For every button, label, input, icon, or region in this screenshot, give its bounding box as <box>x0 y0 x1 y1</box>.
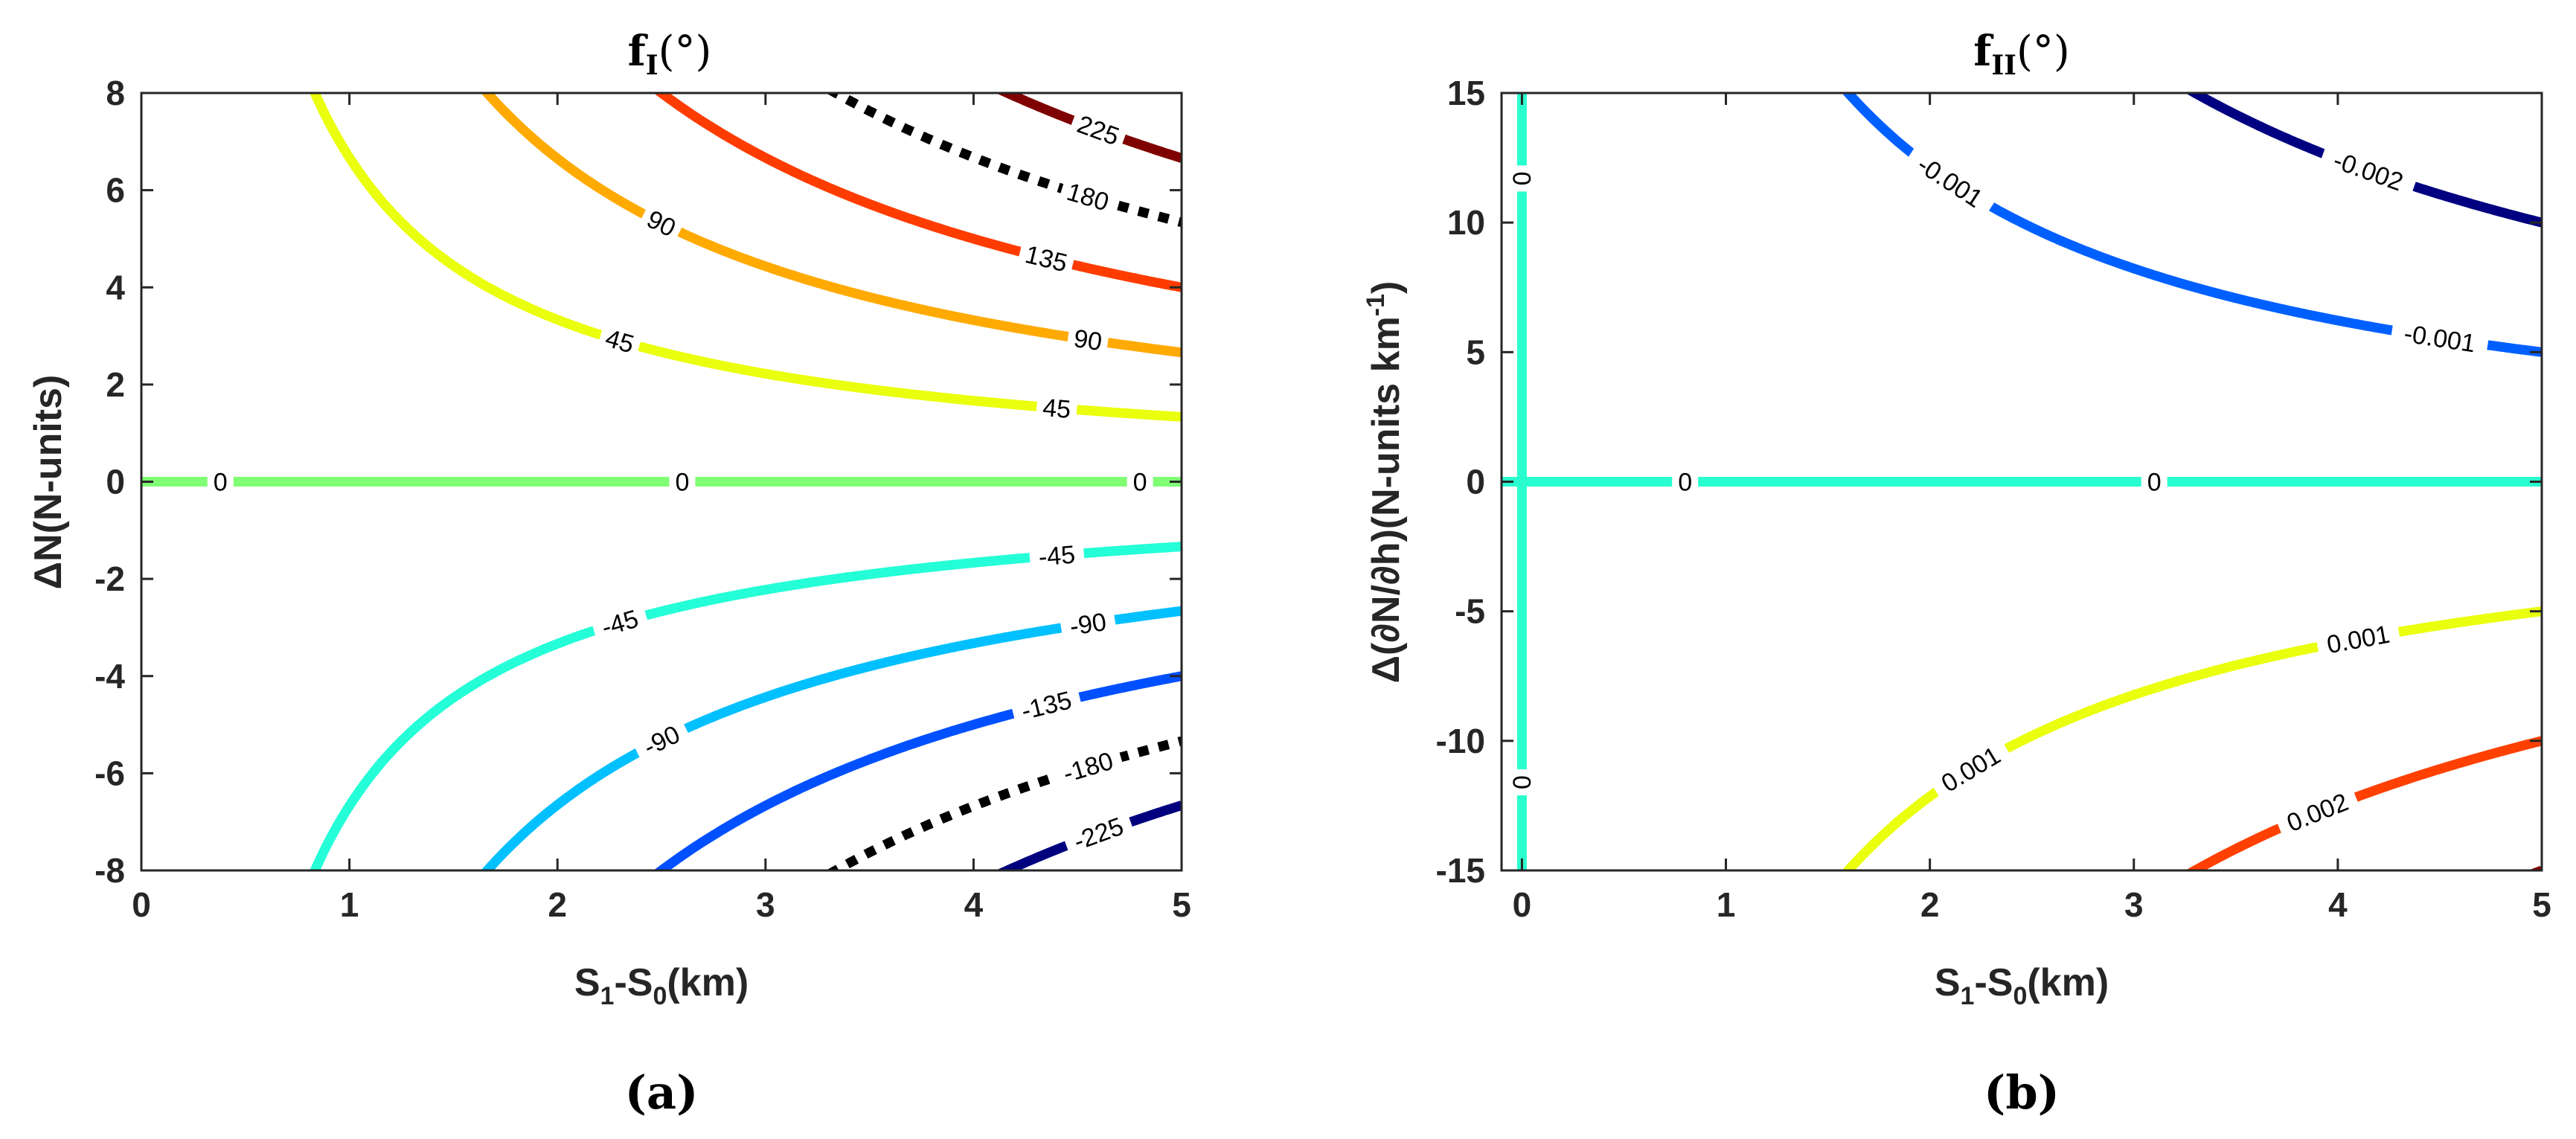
contour-label--90: -90 <box>1058 603 1118 644</box>
panel-b-xtick-label: 0 <box>1513 885 1532 924</box>
svg-text:0.001: 0.001 <box>2325 620 2392 660</box>
contour-line--45 <box>310 542 1182 870</box>
svg-text:-180: -180 <box>1060 747 1116 789</box>
panel-a-xlabel: S1-S0(km) <box>574 961 749 1010</box>
panel-b-ytick-label: 10 <box>1447 203 1485 242</box>
panel-b-xtick-label: 4 <box>2328 885 2348 924</box>
contour-line-0.002 <box>2185 736 2542 870</box>
svg-text:-90: -90 <box>1068 608 1108 641</box>
contour-label-0.001: 0.001 <box>2314 615 2402 663</box>
panel-a-ytick-label: 0 <box>106 463 125 501</box>
contour-label-225: 225 <box>1067 105 1130 155</box>
contour-line--90 <box>481 606 1182 870</box>
contour-label-180: 180 <box>1057 173 1119 220</box>
contour-label--0.001: -0.001 <box>1900 141 2000 222</box>
panel-b-ytick-label: -15 <box>1436 851 1485 890</box>
contour-label-90: 90 <box>636 199 687 247</box>
panel-b-xtick-label: 1 <box>1717 885 1736 924</box>
contour-label-0: 0 <box>1505 165 1539 192</box>
contour-label-0.002: 0.002 <box>2272 781 2362 843</box>
svg-text:0: 0 <box>214 469 228 497</box>
svg-text:-45: -45 <box>1037 541 1076 572</box>
contour-label-0: 0 <box>1505 769 1539 796</box>
panel-b-xtick-label: 5 <box>2532 885 2551 924</box>
panel-b-ytick-label: 15 <box>1447 74 1485 112</box>
panel-a-ytick-label: -6 <box>94 754 125 792</box>
panel-a-ytick-label: 4 <box>106 268 125 307</box>
contour-label-45: 45 <box>596 319 644 362</box>
panel-a-ytick-label: 8 <box>106 74 125 112</box>
panel-a-title: fI(°) <box>628 27 712 81</box>
svg-text:0: 0 <box>675 469 689 497</box>
svg-text:-135: -135 <box>1019 686 1074 725</box>
contour-line--0.002 <box>2185 93 2542 228</box>
contour-label-90: 90 <box>1066 320 1111 359</box>
panel-a-ylabel: ΔN(N-units) <box>27 375 70 590</box>
svg-text:0: 0 <box>1133 469 1147 497</box>
contour-line-45 <box>310 93 1182 422</box>
svg-text:0: 0 <box>1507 775 1535 789</box>
contour-label--45: -45 <box>589 599 651 646</box>
panel-b-contour-labels: -0.002 -0.001 -0.001 0 0 0 0 0.001 0.001 0.002 <box>1505 139 2490 843</box>
panel-a-contour-labels: 225 180 135 90 90 45 45 0 0 0 -45 -45 -90 -90 -135 -180… <box>207 105 1153 861</box>
panel-b-ytick-label: 0 <box>1466 463 1485 501</box>
panel-a-ytick-label: 2 <box>106 365 125 404</box>
contour-label-0: 0 <box>207 465 234 498</box>
svg-text:-0.001: -0.001 <box>2402 319 2477 358</box>
panel-b-ytick-label: -10 <box>1436 722 1485 760</box>
panel-a-xtick-label: 1 <box>340 885 359 924</box>
panel-a-xtick-label: 2 <box>548 885 567 924</box>
svg-text:90: 90 <box>1072 324 1104 356</box>
contour-label-0: 0 <box>1127 465 1153 498</box>
contour-line-0.001 <box>1842 606 2542 870</box>
contour-line--0.001 <box>1842 93 2542 357</box>
panel-a-ytick-label: -4 <box>94 657 125 696</box>
contour-label-45: 45 <box>1035 390 1078 426</box>
contour-label-0.001: 0.001 <box>1926 734 2015 805</box>
svg-text:180: 180 <box>1063 178 1112 217</box>
panel-b-caption: (b) <box>1984 1065 2060 1120</box>
contour-label--0.002: -0.002 <box>2317 139 2420 202</box>
svg-text:0: 0 <box>2147 469 2162 497</box>
panel-a-ytick-label: -8 <box>94 851 125 890</box>
svg-text:0: 0 <box>1678 469 1692 497</box>
contour-line-90 <box>481 93 1182 358</box>
contour-label--180: -180 <box>1050 741 1126 792</box>
panel-b-xlabel: S1-S0(km) <box>1935 961 2109 1010</box>
contour-label--90: -90 <box>629 713 693 767</box>
contour-label-0: 0 <box>1672 465 1699 498</box>
contour-label--225: -225 <box>1060 806 1136 861</box>
panel-a-ytick-label: 6 <box>106 171 125 210</box>
contour-label-0: 0 <box>2141 465 2168 498</box>
panel-a-xtick-label: 0 <box>132 885 151 924</box>
contour-label-135: 135 <box>1016 236 1077 281</box>
panel-b-ytick-label: 5 <box>1466 333 1485 371</box>
contour-line-unlabeled <box>2528 865 2542 870</box>
contour-label-0: 0 <box>669 465 696 498</box>
contour-label--45: -45 <box>1028 536 1086 574</box>
panel-b-xtick-label: 3 <box>2124 885 2144 924</box>
panel-a-caption: (a) <box>625 1065 699 1120</box>
panel-b-ticks: 0 1 2 3 4 5 -15 -10 -5 0 5 10 15 <box>1436 74 2551 924</box>
panel-a-xtick-label: 3 <box>756 885 775 924</box>
panel-b-ylabel: Δ(∂N/∂h)(N-units km-1) <box>1362 281 1408 684</box>
panel-b-title: fII(°) <box>1973 27 2069 81</box>
panel-b-xtick-label: 2 <box>1920 885 1940 924</box>
contour-label--135: -135 <box>1009 681 1084 730</box>
panel-a-ytick-label: -2 <box>94 559 125 598</box>
contour-label--0.001: -0.001 <box>2389 314 2490 362</box>
panel-a-xtick-label: 4 <box>964 885 984 924</box>
panel-b-ytick-label: -5 <box>1455 592 1485 631</box>
panel-b-contours <box>1502 93 2542 870</box>
svg-text:45: 45 <box>1042 394 1072 424</box>
contour-line-135 <box>653 93 1182 292</box>
panel-a-contours <box>141 93 1182 870</box>
svg-text:0: 0 <box>1507 171 1535 185</box>
panel-a-xtick-label: 5 <box>1172 885 1191 924</box>
